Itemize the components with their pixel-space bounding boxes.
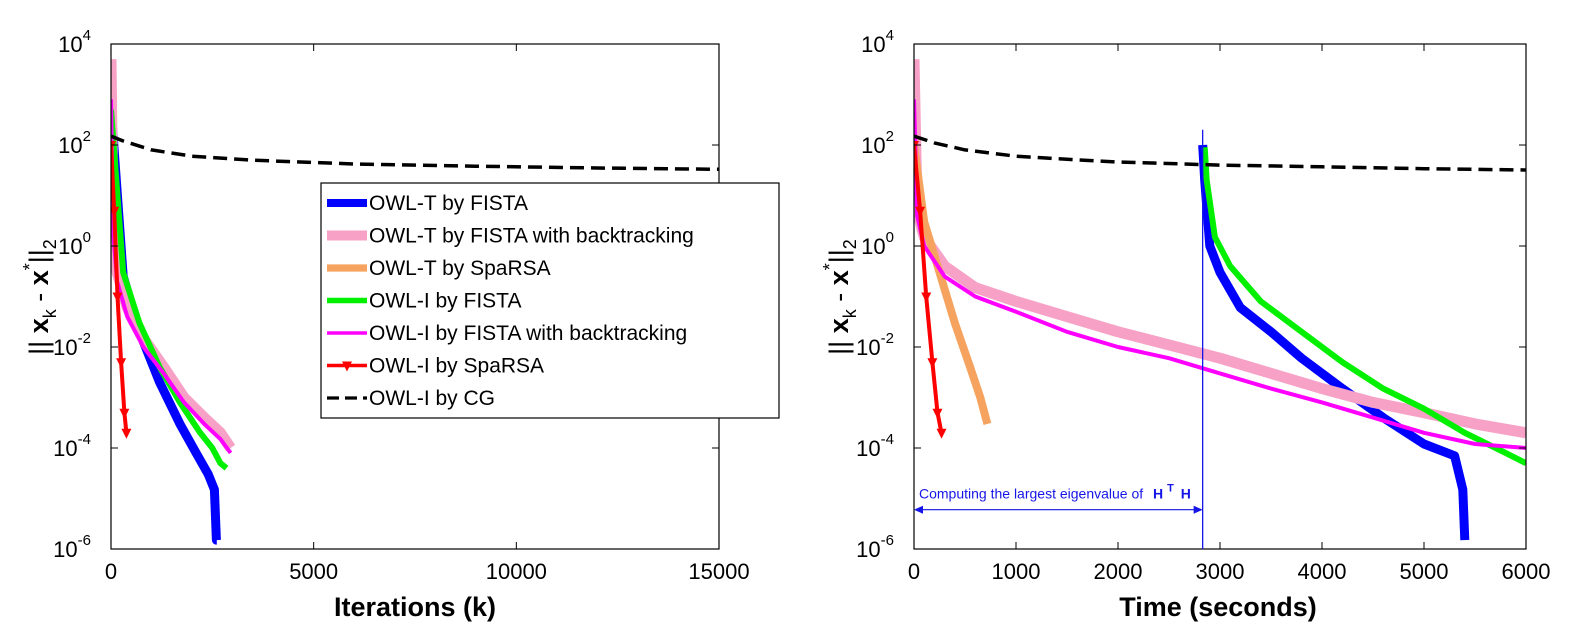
series-line — [111, 109, 229, 471]
series-line — [914, 134, 1526, 172]
series-line — [111, 134, 719, 172]
series-marker — [116, 358, 127, 369]
series-marker — [932, 408, 943, 419]
series-line — [1198, 144, 1470, 541]
series-marker — [936, 428, 947, 439]
series-line — [914, 99, 1526, 450]
series-marker — [119, 408, 130, 419]
series-marker — [921, 292, 932, 303]
axis-ticks: 0 1000 2000 3000 4000 5000 6000 10-6 10-4 10-2 100… — [856, 27, 1550, 584]
legend-label: OWL-I by CG — [369, 387, 495, 410]
series-marker — [111, 206, 120, 217]
series-marker — [914, 141, 919, 151]
svg-text:|| xk - x*||2: || xk - x*||2 — [20, 239, 60, 355]
eigenvalue-annotation: Computing the largest eigenvalue of H T … — [914, 479, 1203, 514]
series-lines — [111, 59, 719, 545]
x-tick-label: 15000 — [688, 559, 749, 584]
x-tick-label: 5000 — [1400, 559, 1449, 584]
series-marker — [121, 428, 132, 439]
x-tick-label: 1000 — [992, 559, 1041, 584]
arrowhead-left — [914, 505, 923, 514]
arrowhead-right — [1193, 505, 1203, 514]
iterations-chart: 0 5000 10000 15000 10-6 10-4 10-2 100 102 104 Ite… — [20, 27, 780, 622]
y-tick-label: 102 — [58, 128, 91, 158]
series-marker — [111, 141, 116, 151]
legend-label: OWL-I by FISTA with backtracking — [369, 322, 687, 345]
legend: OWL-T by FISTA OWL-T by FISTA with backtr… — [320, 182, 780, 419]
y-tick-label: 10-6 — [856, 532, 894, 562]
y-tick-label: 10-6 — [53, 532, 91, 562]
time-chart: 0 1000 2000 3000 4000 5000 6000 10-6 10-4 10-2 100… — [820, 27, 1550, 622]
x-tick-label: 2000 — [1094, 559, 1143, 584]
legend-label: OWL-I by SpaRSA — [369, 355, 544, 378]
series-marker — [915, 206, 926, 217]
y-tick-label: 102 — [861, 128, 894, 158]
legend-label: OWL-T by SpaRSA — [369, 257, 551, 280]
series-marker — [112, 292, 123, 303]
x-tick-label: 0 — [908, 559, 920, 584]
legend-label: OWL-T by FISTA — [369, 192, 528, 215]
series-line — [914, 144, 992, 425]
series-marker — [927, 358, 938, 369]
y-tick-label: 10-4 — [856, 431, 894, 461]
legend-label: OWL-T by FISTA with backtracking — [369, 225, 694, 248]
svg-text:|| xk - x*||2: || xk - x*||2 — [820, 239, 860, 355]
x-tick-label: 4000 — [1298, 559, 1347, 584]
x-tick-label: 3000 — [1196, 559, 1245, 584]
y-tick-label: 104 — [58, 27, 91, 57]
series-line — [1201, 147, 1526, 466]
legend-marker — [342, 361, 352, 372]
y-tick-label: 104 — [861, 27, 894, 57]
axis-ticks: 0 5000 10000 15000 10-6 10-4 10-2 100 102 104 — [53, 27, 749, 584]
plot-frame — [913, 43, 1527, 550]
y-axis-label: || xk - x*||2 — [820, 239, 860, 355]
x-axis-label: Time (seconds) — [1119, 592, 1317, 622]
y-tick-label: 100 — [861, 229, 894, 259]
x-tick-label: 5000 — [289, 559, 338, 584]
y-tick-label: 100 — [58, 229, 91, 259]
annotation-text: Computing the largest eigenvalue of H T … — [919, 479, 1191, 502]
y-axis-label: || xk - x*||2 — [20, 239, 60, 355]
legend-label: OWL-I by FISTA — [369, 290, 521, 313]
x-tick-label: 10000 — [486, 559, 547, 584]
series-lines — [914, 59, 1526, 541]
y-tick-label: 10-4 — [53, 431, 91, 461]
x-tick-label: 0 — [105, 559, 117, 584]
y-tick-label: 10-2 — [53, 330, 91, 360]
x-tick-label: 6000 — [1502, 559, 1551, 584]
x-axis-label: Iterations (k) — [334, 592, 496, 622]
y-tick-label: 10-2 — [856, 330, 894, 360]
